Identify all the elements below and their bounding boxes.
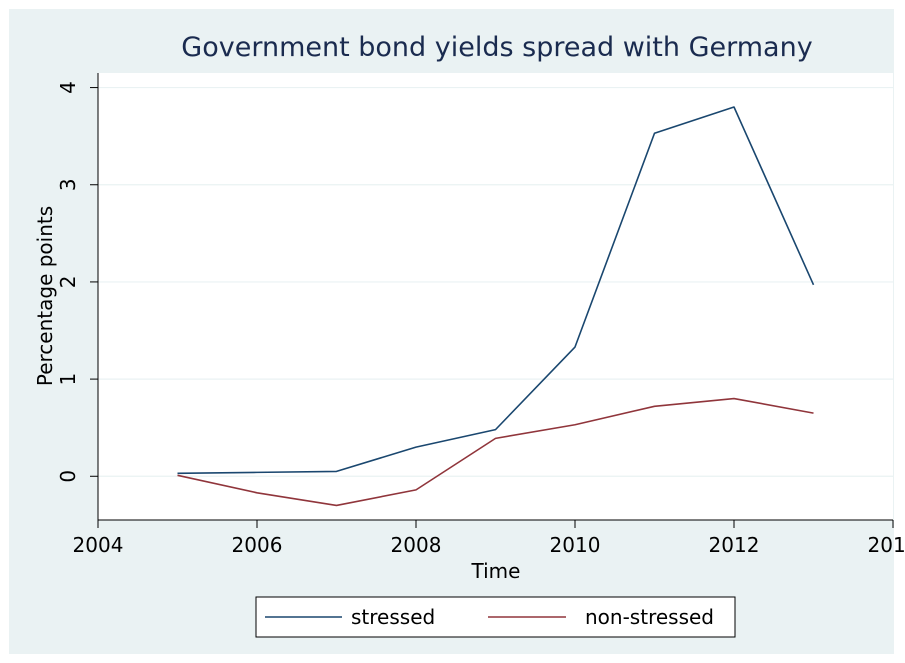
legend: stressed non-stressed [255,596,736,638]
legend-label-non-stressed: non-stressed [585,605,714,629]
x-tick-label: 2012 [709,533,760,557]
series-line-stressed [177,106,815,475]
y-axis-ticks: 0 1 2 3 4 [56,81,98,483]
x-tick-label: 2010 [550,533,601,557]
y-tick-label: 2 [56,276,80,289]
series-line-non-stressed [177,397,814,507]
plot-area [98,73,893,520]
y-tick-label: 0 [56,470,80,483]
y-tick-label: 4 [56,81,80,94]
y-tick-label: 1 [56,373,80,386]
y-tick-label: 3 [56,178,80,191]
gridlines [98,86,893,477]
x-axis-ticks: 2004 2006 2008 2010 2012 2014 [73,520,905,557]
chart-title: Government bond yields spread with Germa… [181,32,812,63]
x-axis-label: Time [471,559,521,583]
x-tick-label: 2004 [73,533,124,557]
series-lines [177,106,815,507]
x-tick-label: 2008 [391,533,442,557]
x-tick-label: 2014 [868,533,905,557]
legend-label-stressed: stressed [351,605,435,629]
x-tick-label: 2006 [232,533,283,557]
y-axis-label: Percentage points [33,206,57,386]
